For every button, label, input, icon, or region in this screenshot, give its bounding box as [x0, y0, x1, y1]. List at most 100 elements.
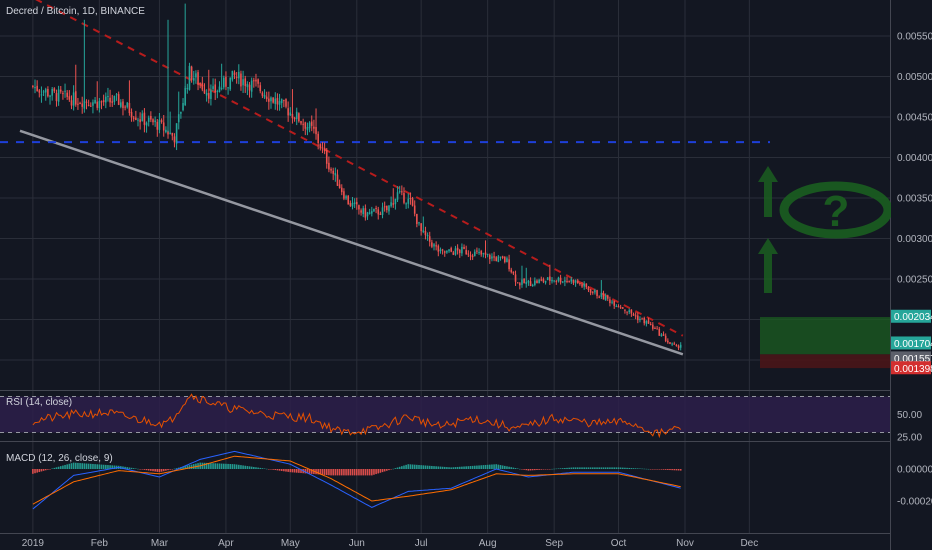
macd-histogram-bar — [62, 465, 64, 469]
candle-body — [242, 79, 244, 86]
candle-body — [34, 87, 36, 89]
macd-histogram-bar — [471, 465, 474, 469]
macd-histogram-bar — [182, 466, 184, 469]
macd-histogram-bar — [92, 463, 94, 469]
support-trendline — [19, 129, 684, 356]
candle-body — [398, 191, 401, 193]
macd-histogram-bar — [589, 467, 592, 469]
candle-body — [519, 283, 521, 286]
macd-histogram-bar — [242, 465, 244, 469]
candle-body — [566, 281, 568, 283]
macd-histogram-bar — [235, 464, 238, 469]
candle-body — [377, 209, 380, 215]
candle-body — [619, 307, 622, 309]
macd-histogram-bar — [473, 465, 476, 469]
candle-body — [510, 269, 513, 273]
macd-histogram-bar — [536, 469, 538, 470]
macd-histogram-bar — [42, 469, 45, 471]
candle-body — [624, 309, 626, 311]
candle-body — [334, 173, 337, 176]
macd-histogram-bar — [259, 467, 262, 469]
candle-body — [514, 274, 517, 282]
macd-histogram-bar — [516, 468, 519, 469]
macd-histogram-bar — [383, 469, 386, 472]
macd-histogram-bar — [328, 469, 330, 476]
candle-body — [105, 96, 107, 103]
candle-body — [523, 278, 525, 284]
candle-body — [368, 212, 371, 214]
macd-histogram-bar — [426, 465, 429, 469]
macd-title: MACD (12, 26, close, 9) — [6, 453, 113, 464]
candle-body — [336, 174, 339, 186]
macd-histogram-bar — [639, 468, 641, 470]
macd-histogram-bar — [173, 468, 176, 470]
macd-histogram-bar — [617, 467, 620, 469]
signal-line — [32, 455, 681, 505]
candle-body — [379, 213, 382, 215]
macd-histogram-bar — [351, 469, 354, 476]
macd-histogram-bar — [583, 467, 585, 469]
candle-body — [302, 123, 304, 125]
candle-body — [70, 100, 73, 106]
candle-body — [621, 307, 624, 309]
macd-histogram-bar — [135, 468, 137, 469]
macd-histogram-bar — [677, 469, 680, 471]
macd-histogram-bar — [456, 466, 459, 469]
macd-histogram-bar — [79, 463, 81, 469]
macd-histogram-bar — [349, 469, 352, 476]
candles — [32, 3, 682, 351]
macd-histogram-bar — [621, 467, 624, 469]
candle-body — [225, 76, 227, 87]
macd-histogram-bar — [55, 467, 58, 469]
macd-histogram-bar — [409, 464, 412, 469]
macd-histogram-bar — [100, 464, 103, 469]
macd-histogram-bar — [579, 467, 581, 469]
macd-histogram-bar — [626, 467, 628, 469]
macd-histogram-bar — [559, 468, 562, 469]
macd-histogram-bar — [276, 469, 279, 471]
macd-histogram-bar — [325, 469, 328, 476]
candle-body — [77, 103, 79, 105]
macd-histogram-bar — [358, 469, 360, 476]
candle-body — [499, 256, 502, 258]
candle-body — [199, 83, 201, 85]
candle-body — [418, 222, 420, 224]
macd-histogram-bar — [557, 468, 560, 469]
rsi-pane — [0, 393, 890, 439]
candle-body — [431, 242, 433, 247]
candle-body — [150, 115, 152, 120]
candle-body — [280, 99, 283, 104]
macd-histogram-bar — [283, 469, 285, 472]
macd-histogram-bar — [604, 467, 607, 469]
macd-histogram-bar — [377, 469, 380, 474]
candle-body — [265, 96, 268, 100]
macd-histogram-bar — [227, 463, 229, 469]
macd-histogram-bar — [407, 464, 410, 469]
candle-body — [572, 279, 575, 284]
candle-body — [218, 86, 221, 92]
candle-body — [454, 248, 457, 255]
candle-body — [332, 170, 334, 174]
candle-body — [240, 73, 242, 87]
macd-histogram-bar — [368, 469, 371, 476]
candle-body — [107, 96, 109, 98]
macd-histogram-bar — [364, 469, 367, 476]
macd-histogram-bar — [679, 469, 682, 471]
candle-body — [109, 97, 111, 103]
candle-body — [328, 162, 330, 170]
macd-histogram-bar — [512, 467, 515, 469]
macd-histogram-bar — [379, 469, 382, 473]
macd-histogram-bar — [658, 469, 661, 470]
candle-body — [120, 102, 122, 107]
red-stop-zone — [760, 354, 890, 369]
macd-histogram-bar — [413, 464, 416, 469]
macd-histogram-bar — [310, 469, 313, 474]
macd-histogram-bar — [486, 464, 489, 469]
macd-histogram-bar — [147, 469, 150, 471]
candle-body — [383, 206, 386, 208]
candle-body — [255, 79, 257, 82]
candle-body — [246, 83, 249, 88]
candle-body — [497, 256, 500, 262]
